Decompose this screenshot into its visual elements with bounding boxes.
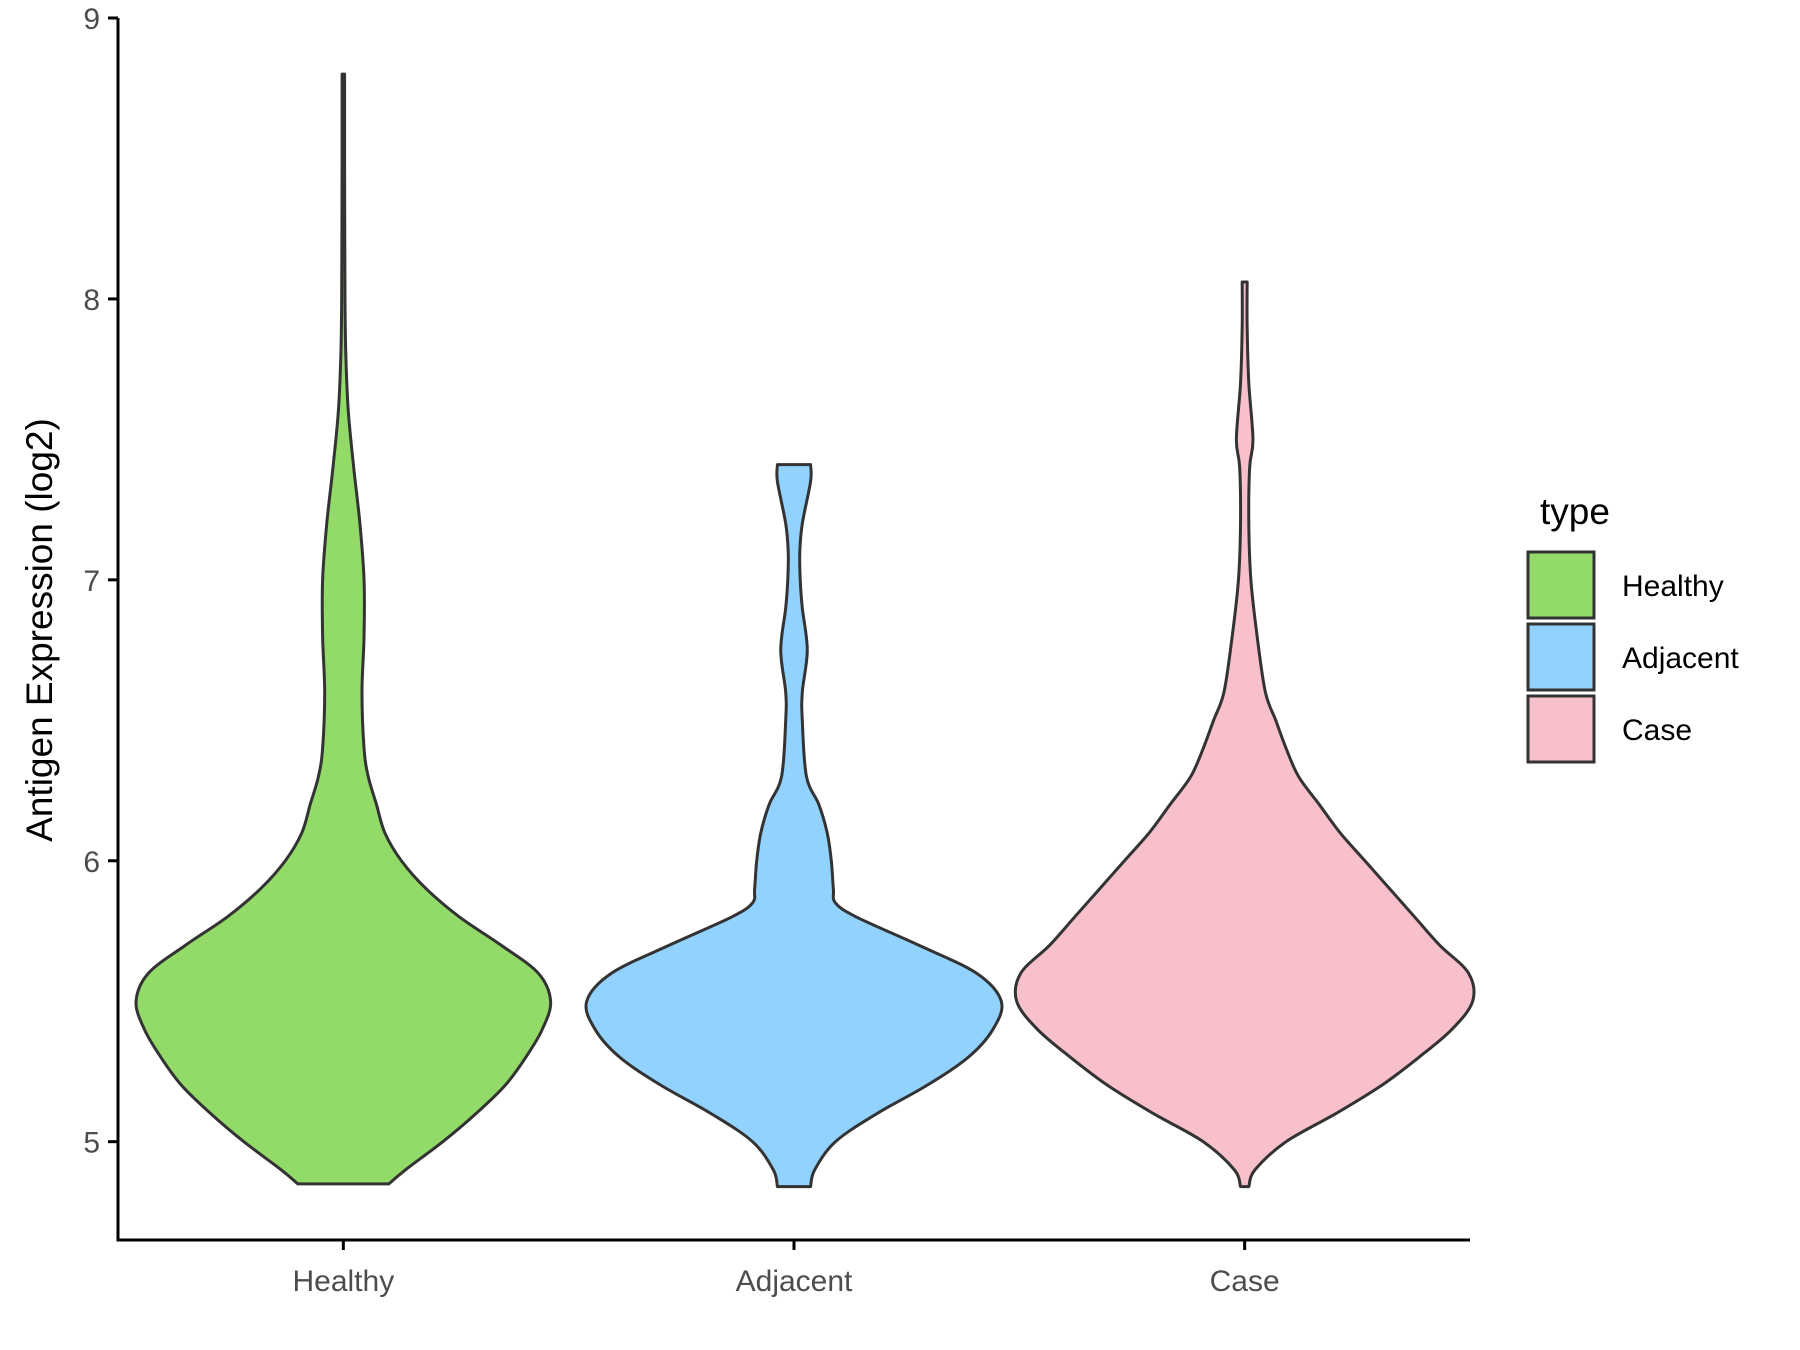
x-tick-label: Adjacent	[736, 1265, 853, 1298]
legend-label-adjacent: Adjacent	[1622, 642, 1739, 675]
y-tick-label: 5	[83, 1127, 100, 1160]
legend-label-healthy: Healthy	[1622, 570, 1724, 603]
y-tick-label: 7	[83, 565, 100, 598]
y-tick-label: 8	[83, 284, 100, 317]
y-tick-label: 6	[83, 846, 100, 879]
violin-case	[1013, 280, 1476, 1189]
violin-healthy	[134, 72, 553, 1186]
x-tick-label: Healthy	[292, 1265, 394, 1298]
legend-swatch-case	[1526, 694, 1596, 764]
legend-items: Healthy Adjacent Case	[1526, 550, 1739, 764]
y-tick-label: 9	[83, 3, 100, 36]
plot-area: 5 6 7 8 9 Healthy Adjacent Case	[83, 3, 1476, 1298]
violin-adjacent	[584, 463, 1004, 1189]
violins	[134, 72, 1476, 1189]
legend-label-case: Case	[1622, 714, 1692, 747]
legend-swatch-adjacent	[1526, 622, 1596, 692]
x-axis-ticks: Healthy Adjacent Case	[292, 1240, 1280, 1298]
legend: type Healthy Adjacent Case	[1526, 491, 1739, 764]
legend-title: type	[1540, 491, 1610, 532]
x-tick-label: Case	[1210, 1265, 1280, 1298]
y-axis-ticks: 5 6 7 8 9	[83, 3, 118, 1160]
y-axis-title: Antigen Expression (log2)	[19, 418, 60, 842]
legend-swatch-healthy	[1526, 550, 1596, 620]
